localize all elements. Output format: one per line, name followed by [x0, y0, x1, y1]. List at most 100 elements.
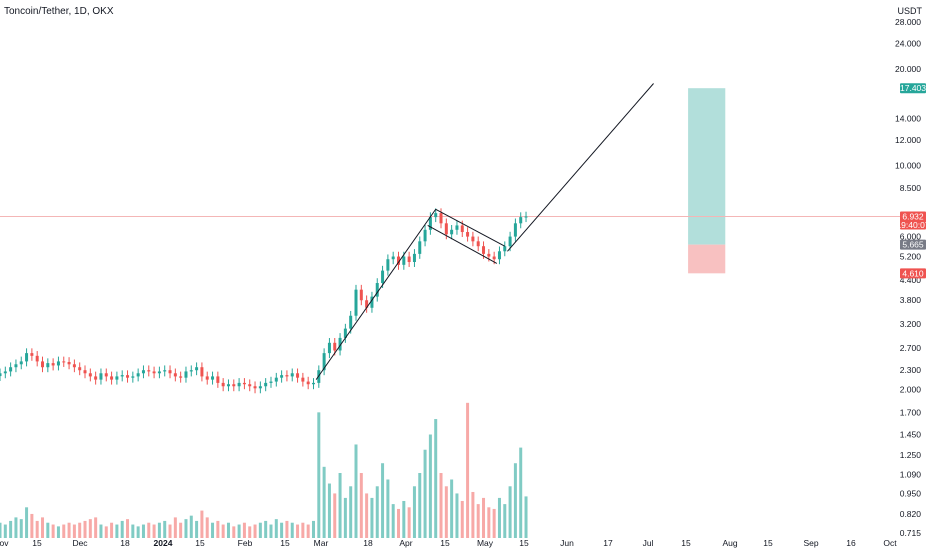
volume-bar [195, 520, 199, 538]
candle-body [311, 382, 315, 385]
x-tick-label: Jul [643, 538, 654, 548]
candle-body [168, 370, 172, 374]
candle-body [242, 382, 246, 385]
x-tick-label: 16 [846, 538, 856, 548]
candle-body [381, 270, 385, 284]
volume-bar [349, 486, 353, 538]
x-tick-label: 15 [280, 538, 290, 548]
volume-bar [407, 507, 411, 538]
x-tick-label: Feb [238, 538, 253, 548]
volume-bar [492, 508, 496, 538]
candle-body [56, 361, 60, 366]
volume-bar [327, 483, 331, 538]
candle-body [78, 367, 82, 371]
y-tick-label: 5.200 [900, 252, 922, 262]
candle-body [508, 236, 512, 247]
candle-body [195, 367, 199, 371]
candle-body [46, 363, 50, 368]
volume-bar [216, 520, 220, 538]
trendline [315, 208, 437, 380]
target-zone [688, 88, 726, 245]
candle-body [365, 300, 369, 308]
volume-bar [19, 519, 23, 538]
candle-body [274, 377, 278, 382]
candle-body [343, 328, 347, 338]
candle-body [503, 246, 507, 252]
candle-body [216, 376, 220, 383]
symbol-title[interactable]: Toncoin/Tether, 1D, OKX [4, 6, 114, 17]
candle-body [126, 375, 130, 378]
volume-bar [508, 486, 512, 538]
candle-body [322, 353, 326, 371]
target-price-tag [900, 83, 926, 94]
candle-body [306, 381, 310, 385]
candle-body [179, 376, 183, 378]
volume-bar [173, 517, 177, 538]
volume-bar [115, 524, 119, 538]
volume-bar [333, 493, 337, 538]
y-tick-label: 28.000 [895, 17, 921, 27]
volume-bar [397, 508, 401, 538]
volume-bar [290, 522, 294, 538]
candle-body [99, 373, 103, 380]
volume-bar [434, 419, 438, 538]
x-tick-label: 2024 [154, 538, 173, 548]
volume-bar [428, 434, 432, 538]
volume-bar [41, 517, 45, 538]
candle-body [189, 370, 193, 372]
axis-unit: USDT [897, 6, 923, 16]
volume-bar [3, 524, 7, 538]
x-tick-label: 18 [363, 538, 373, 548]
candle-body [487, 253, 491, 257]
x-tick-label: 15 [763, 538, 773, 548]
candle-body [62, 361, 66, 363]
candle-body [200, 367, 204, 377]
candle-body [94, 376, 98, 380]
y-tick-label: 4.400 [900, 275, 922, 285]
volume-bar [301, 522, 305, 538]
volume-bar [317, 412, 321, 538]
candle-body [497, 251, 501, 260]
volume-bar [147, 522, 151, 538]
volume-bar [200, 510, 204, 538]
volume-bar [131, 524, 135, 538]
y-tick-label: 0.950 [900, 488, 922, 498]
candle-body [482, 246, 486, 254]
y-tick-label: 0.820 [900, 509, 922, 519]
flag-upper-line [435, 208, 506, 247]
stop-price-tag [900, 268, 926, 279]
candles [0, 208, 528, 394]
y-tick-label: 3.800 [900, 295, 922, 305]
volume-bar [99, 524, 103, 538]
volume-bar [439, 473, 443, 538]
candle-body [232, 384, 236, 387]
volume-bar [359, 473, 363, 538]
volume-bar [226, 522, 230, 538]
x-tick-label: 15 [440, 538, 450, 548]
candle-body [418, 241, 422, 254]
volume-bar [30, 513, 34, 538]
y-tick-label: 3.200 [900, 319, 922, 329]
volume-bar [136, 526, 140, 538]
candle-body [258, 386, 262, 389]
volume-bar [9, 520, 13, 538]
volume-bar [497, 497, 501, 538]
candle-body [285, 375, 289, 377]
volume-bar [269, 524, 273, 538]
volume-bar [184, 519, 188, 538]
volume-bar [94, 517, 98, 538]
last-price-value: 6.932 [902, 211, 924, 221]
candle-body [327, 342, 331, 354]
price-axis[interactable]: 28.000 24.000 20.000 14.000 12.000 10.000 8.50… [895, 17, 921, 538]
volume-bar [412, 486, 416, 538]
time-axis[interactable]: ov 15 Dec 18 2024 15 Feb 15 Mar 18 Apr 15 May 15 Jun 17… [0, 538, 897, 548]
candle-body [248, 384, 252, 387]
last-price-tag [900, 211, 926, 230]
volume-bar [56, 526, 60, 538]
y-tick-label: 2.700 [900, 343, 922, 353]
y-tick-label: 10.000 [895, 160, 921, 170]
candle-body [444, 223, 448, 235]
volume-bar [471, 491, 475, 538]
candle-body [349, 315, 353, 329]
